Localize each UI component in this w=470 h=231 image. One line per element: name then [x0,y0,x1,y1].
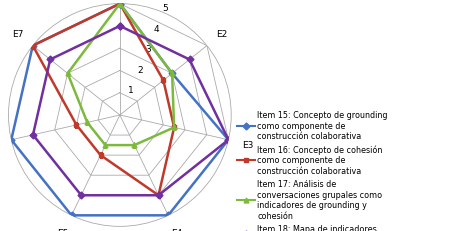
Legend: Item 15: Concepto de grounding
como componente de
construcción colaborativa, Ite: Item 15: Concepto de grounding como comp… [237,111,388,231]
